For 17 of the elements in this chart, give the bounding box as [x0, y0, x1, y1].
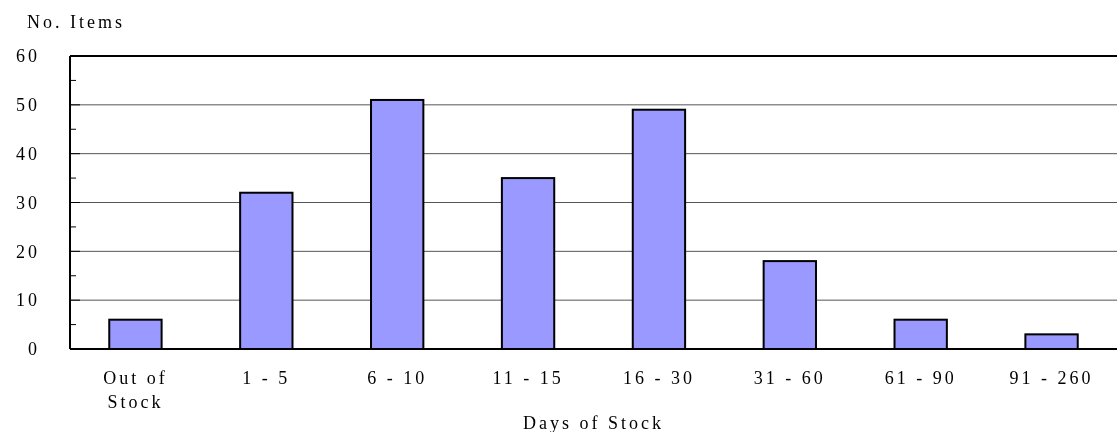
y-tick-label: 0	[28, 339, 40, 360]
x-tick-label: 11 - 15	[492, 368, 564, 388]
x-tick-label: 16 - 30	[622, 368, 695, 388]
x-tick-label: 91 - 260	[1009, 368, 1094, 388]
y-tick-label: 30	[16, 192, 40, 213]
y-tick-label: 20	[16, 241, 40, 262]
y-tick-label: 40	[16, 143, 40, 164]
x-tick-label: 1 - 5	[242, 368, 291, 388]
x-tick-label: 6 - 10	[367, 368, 428, 388]
x-axis-title: Days of Stock	[523, 413, 664, 432]
x-tick-label: 61 - 90	[884, 368, 957, 388]
y-tick-label: 10	[16, 290, 40, 311]
y-axis-title: No. Items	[27, 12, 125, 32]
y-tick-label: 50	[16, 95, 40, 116]
y-tick-label: 60	[16, 46, 40, 67]
x-tick-label: Out of Stock	[103, 368, 168, 412]
x-tick-label: 31 - 60	[753, 368, 826, 388]
